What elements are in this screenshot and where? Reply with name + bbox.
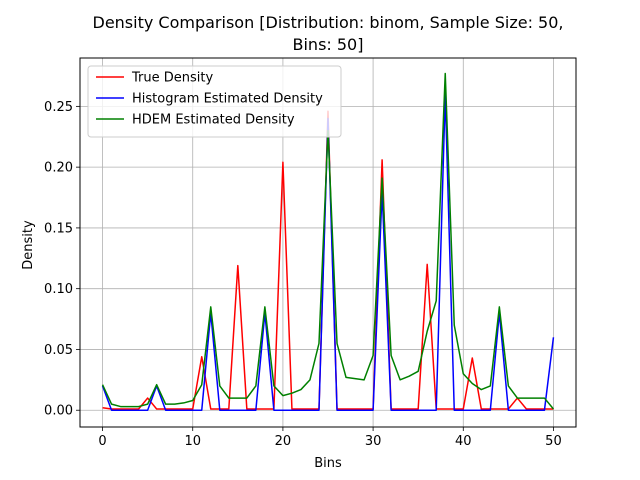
- y-tick-label: 0.05: [44, 343, 73, 358]
- legend-entry-label: True Density: [131, 71, 213, 86]
- legend-box: [87, 65, 342, 138]
- legend-entry-label: Histogram Estimated Density: [132, 92, 323, 107]
- y-tick-label: 0.10: [44, 282, 73, 297]
- plot-frame: [79, 57, 577, 428]
- x-axis-label: Bins: [314, 456, 342, 471]
- legend: True Density Histogram Estimated Density H…: [87, 65, 342, 138]
- legend-entry-label: HDEM Estimated Density: [132, 113, 295, 128]
- y-axis-ticks: 0.00 0.05 0.10 0.15 0.20 0.25: [44, 100, 80, 419]
- y-axis-label: Density: [21, 220, 36, 270]
- x-tick-label: 50: [545, 434, 562, 449]
- chart-title-line-1: Density Comparison [Distribution: binom,…: [93, 13, 564, 32]
- x-tick-label: 30: [365, 434, 382, 449]
- x-tick-label: 40: [455, 434, 472, 449]
- y-tick-label: 0.00: [44, 404, 73, 419]
- y-tick-label: 0.25: [44, 100, 73, 115]
- chart-title-line-2: Bins: 50]: [293, 35, 364, 54]
- y-tick-label: 0.15: [44, 221, 73, 236]
- x-tick-label: 10: [184, 434, 201, 449]
- x-tick-label: 20: [275, 434, 292, 449]
- y-tick-label: 0.20: [44, 161, 73, 176]
- x-axis-ticks: 0 10 20 30 40 50: [98, 427, 562, 449]
- x-tick-label: 0: [98, 434, 106, 449]
